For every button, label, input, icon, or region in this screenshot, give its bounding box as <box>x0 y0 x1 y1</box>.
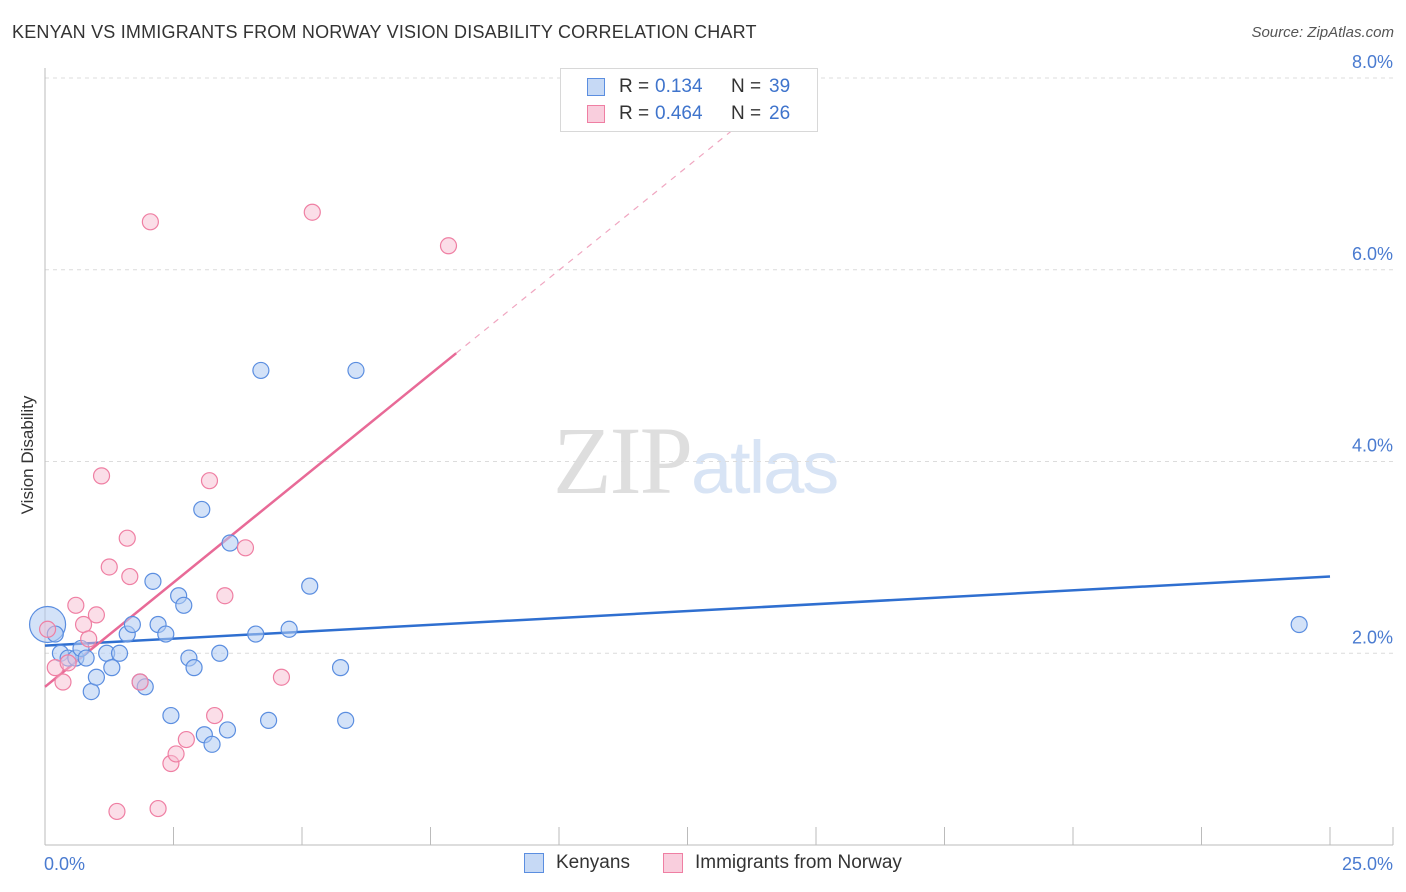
kenyans-point <box>123 615 141 634</box>
watermark-atlas: atlas <box>691 426 839 509</box>
data-points <box>28 203 1308 821</box>
kenyans-point <box>203 735 221 753</box>
norway-point <box>121 567 139 586</box>
kenyans-trend-line <box>44 575 1331 647</box>
kenyans-point <box>280 620 298 638</box>
legend-row-kenyans: R = 0.134 N = 39 <box>587 75 790 99</box>
kenyans-point <box>87 668 106 686</box>
norway-point <box>149 799 167 818</box>
kenyans-point <box>337 711 355 729</box>
bottom-legend-kenyans: Kenyans <box>524 852 630 874</box>
norway-point <box>92 467 111 485</box>
kenyans-point <box>110 644 129 662</box>
norway-point <box>131 673 149 691</box>
norway-point <box>439 237 458 255</box>
norway-point <box>67 596 85 614</box>
trend-lines <box>44 124 1331 688</box>
chart-title: KENYAN VS IMMIGRANTS FROM NORWAY VISION … <box>12 22 757 42</box>
kenyans-point <box>211 644 229 662</box>
norway-point <box>87 606 106 624</box>
bottom-legend-swatch-kenyans <box>524 853 544 873</box>
norway-point <box>38 620 57 638</box>
norway-trend-extension <box>455 124 740 354</box>
kenyans-point <box>162 706 180 725</box>
legend-r-label: R = <box>619 76 650 97</box>
legend-r-value: 0.464 <box>655 103 703 124</box>
kenyans-point <box>259 711 278 729</box>
norway-point <box>272 668 291 686</box>
kenyans-point <box>247 625 265 643</box>
legend-row-norway: R = 0.464 N = 26 <box>587 102 790 126</box>
norway-point <box>177 730 195 749</box>
kenyans-point <box>1290 615 1308 634</box>
kenyans-point <box>103 659 121 677</box>
norway-point <box>200 472 219 490</box>
norway-point <box>206 706 224 725</box>
norway-point <box>59 654 77 672</box>
kenyans-point <box>347 361 365 380</box>
legend-swatch-kenyans <box>587 78 605 96</box>
y-tick-label: 4.0% <box>1352 436 1393 456</box>
kenyans-point <box>82 682 100 701</box>
y-tick-label: 2.0% <box>1352 627 1393 647</box>
watermark-zip: ZIP <box>553 407 693 514</box>
legend: R = 0.134 N = 39 R = 0.464 N = 26 <box>560 68 818 132</box>
watermark: ZIPatlas <box>553 405 839 516</box>
x-tick-label: 25.0% <box>1342 854 1393 874</box>
kenyans-point <box>193 500 211 519</box>
bottom-legend-label-kenyans: Kenyans <box>556 852 630 873</box>
norway-point <box>236 539 255 557</box>
bottom-legend-norway: Immigrants from Norway <box>663 852 902 874</box>
y-tick-label: 8.0% <box>1352 52 1393 72</box>
kenyans-point <box>77 649 95 667</box>
norway-point <box>303 203 321 221</box>
x-tick-label: 0.0% <box>44 854 85 874</box>
bottom-legend-label-norway: Immigrants from Norway <box>695 852 902 873</box>
kenyans-point <box>301 577 319 595</box>
legend-r-value: 0.134 <box>655 76 703 97</box>
bottom-legend: Kenyans Immigrants from Norway <box>0 852 1406 878</box>
norway-point <box>100 558 118 576</box>
legend-n-label: N = <box>731 76 762 97</box>
norway-point <box>80 630 98 648</box>
norway-point <box>54 673 72 691</box>
legend-n-value: 26 <box>769 103 791 124</box>
bottom-legend-swatch-norway <box>663 853 683 873</box>
legend-swatch-norway <box>587 105 605 123</box>
kenyans-point <box>218 721 237 739</box>
norway-point <box>216 587 234 605</box>
kenyans-point <box>157 625 175 643</box>
kenyans-point <box>221 534 239 552</box>
legend-r-label: R = <box>619 103 650 124</box>
axes <box>44 68 1394 846</box>
norway-point <box>108 802 126 821</box>
tick-labels: 2.0% 4.0% 6.0% 8.0% 0.0% 25.0% <box>44 52 1393 874</box>
legend-n-label: N = <box>731 103 762 124</box>
source-label: Source: ZipAtlas.com <box>1251 24 1394 41</box>
kenyans-point <box>331 659 350 677</box>
legend-n-value: 39 <box>769 76 791 97</box>
kenyans-point <box>252 361 270 380</box>
grid <box>45 77 1393 654</box>
norway-point <box>141 213 159 231</box>
norway-trend-line <box>44 352 457 688</box>
kenyans-point <box>144 572 162 590</box>
y-tick-label: 6.0% <box>1352 244 1393 264</box>
kenyans-point <box>175 596 193 614</box>
kenyans-point <box>185 659 203 677</box>
norway-point <box>167 745 185 763</box>
norway-point <box>118 529 136 547</box>
